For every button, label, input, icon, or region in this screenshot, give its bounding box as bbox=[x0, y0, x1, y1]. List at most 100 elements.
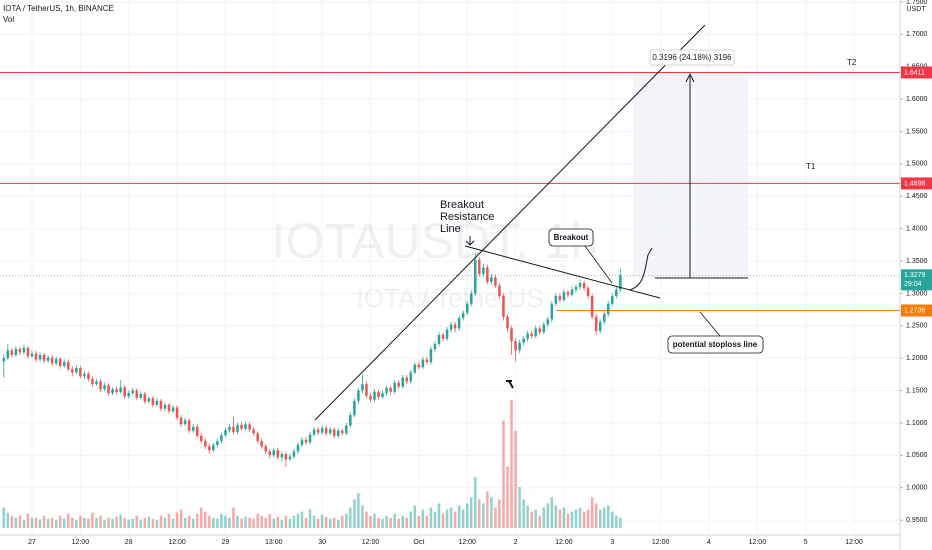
volume-bar bbox=[538, 515, 541, 528]
candle-body bbox=[494, 277, 497, 286]
candle-body bbox=[514, 341, 517, 351]
candle-body bbox=[272, 450, 276, 456]
candle-body bbox=[135, 390, 139, 398]
candle-body bbox=[71, 369, 74, 373]
candle-body bbox=[385, 387, 388, 394]
candle-body bbox=[79, 367, 82, 377]
candle-body bbox=[337, 430, 340, 436]
trend-line bbox=[314, 24, 706, 421]
candle-body bbox=[590, 295, 594, 317]
volume-bar bbox=[87, 518, 90, 528]
candle-body bbox=[304, 439, 308, 443]
candle-body bbox=[437, 334, 441, 344]
volume-bar bbox=[433, 511, 437, 528]
candle-body bbox=[103, 385, 106, 390]
candle-body bbox=[401, 377, 404, 387]
volume-bar bbox=[304, 517, 308, 528]
volume-bar bbox=[151, 518, 155, 528]
volume-bar bbox=[119, 514, 122, 528]
breakout-pointer bbox=[584, 245, 613, 284]
candle-body bbox=[457, 318, 461, 329]
candle-body bbox=[578, 283, 582, 287]
x-tick-label: 3 bbox=[610, 539, 614, 546]
volume-bar bbox=[191, 518, 195, 528]
volume-layer bbox=[2, 400, 622, 528]
volume-bar bbox=[248, 517, 251, 528]
candle-body bbox=[474, 259, 477, 294]
volume-bar bbox=[445, 509, 449, 528]
stoploss-pointer bbox=[699, 311, 721, 337]
volume-bar bbox=[288, 518, 292, 528]
volume-bar bbox=[381, 518, 384, 528]
volume-bar bbox=[478, 499, 481, 528]
volume-bar bbox=[38, 519, 42, 528]
volume-bar bbox=[135, 515, 139, 528]
volume-bar bbox=[332, 517, 336, 528]
candle-body bbox=[119, 387, 122, 392]
candle-body bbox=[486, 267, 489, 282]
candle-body bbox=[18, 349, 22, 353]
candle-body bbox=[280, 454, 284, 458]
watermark: IOTAUSDT, 1h bbox=[272, 213, 599, 269]
candle-body bbox=[236, 424, 239, 433]
candle-body bbox=[308, 434, 312, 443]
candle-body bbox=[264, 446, 267, 452]
volume-bar bbox=[619, 517, 622, 528]
resistance-label: Line bbox=[440, 223, 461, 235]
candle-body bbox=[510, 328, 513, 342]
candle-body bbox=[62, 362, 66, 366]
volume-bar bbox=[91, 512, 94, 528]
candle-body bbox=[554, 295, 558, 304]
volume-bar bbox=[103, 519, 106, 528]
y-tick-label: 1.5500 bbox=[906, 128, 928, 135]
volume-bar bbox=[570, 511, 574, 528]
candle-body bbox=[115, 389, 118, 392]
volume-bar bbox=[574, 509, 578, 528]
volume-bar bbox=[534, 509, 537, 528]
candle-body bbox=[175, 407, 179, 418]
volume-bar bbox=[204, 511, 207, 528]
volume-bar bbox=[83, 517, 86, 528]
t2-label: T2 bbox=[847, 58, 857, 67]
volume-bar bbox=[542, 507, 546, 528]
volume-bar bbox=[429, 507, 433, 528]
candle-body bbox=[619, 275, 622, 290]
volume-bar bbox=[175, 512, 179, 528]
candle-body bbox=[361, 384, 364, 391]
candle-body bbox=[34, 353, 38, 360]
volume-bar bbox=[50, 517, 54, 528]
x-tick-label: 12:00 bbox=[362, 539, 380, 546]
candle-body bbox=[498, 285, 501, 296]
volume-bar bbox=[320, 514, 324, 528]
candle-body bbox=[518, 342, 521, 351]
volume-bar bbox=[486, 491, 489, 528]
candle-body bbox=[183, 420, 187, 425]
volume-bar bbox=[365, 511, 368, 528]
volume-bar bbox=[208, 515, 211, 528]
price-tag-label: 1.2736 bbox=[904, 307, 926, 314]
candle-body bbox=[377, 391, 380, 398]
volume-bar bbox=[115, 516, 118, 528]
y-tick-label: 1.2000 bbox=[906, 355, 928, 362]
candle-body bbox=[332, 429, 336, 436]
volume-bar bbox=[58, 515, 62, 528]
volume-bar bbox=[562, 507, 566, 528]
candle-body bbox=[425, 359, 429, 363]
volume-bar bbox=[127, 519, 130, 528]
volume-bar bbox=[62, 518, 66, 528]
price-tag-label: 1.4698 bbox=[904, 180, 926, 187]
volume-bar bbox=[99, 515, 102, 528]
candle-body bbox=[534, 328, 537, 337]
volume-bar bbox=[345, 513, 348, 528]
candle-body bbox=[602, 314, 606, 322]
volume-bar bbox=[268, 513, 271, 528]
x-tick-label: Oct bbox=[413, 539, 424, 546]
volume-bar bbox=[510, 400, 513, 528]
volume-bar bbox=[167, 513, 171, 528]
volume-bar bbox=[46, 518, 50, 528]
candle-body bbox=[449, 324, 453, 330]
candle-body bbox=[429, 349, 433, 363]
candle-body bbox=[546, 319, 550, 325]
candle-body bbox=[373, 391, 376, 400]
candle-body bbox=[220, 435, 223, 442]
